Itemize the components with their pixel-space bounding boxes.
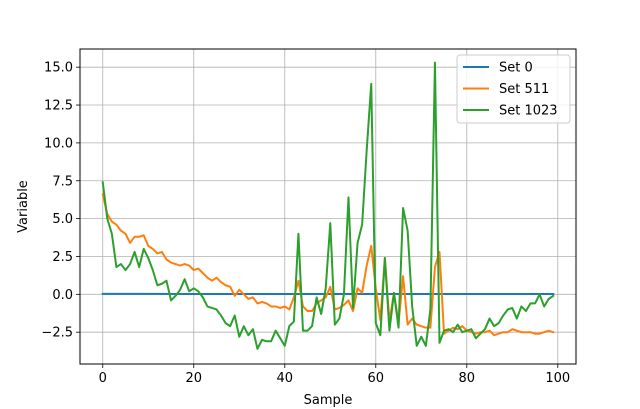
legend-box bbox=[456, 54, 571, 124]
y-axis: −2.5 0.0 2.5 5.0 7.5 10.0 12.5 15.0 bbox=[41, 61, 80, 341]
x-tick-label: 0 bbox=[99, 371, 107, 386]
y-tick-label: 2.5 bbox=[52, 250, 73, 265]
x-axis: 0 20 40 60 80 100 bbox=[99, 364, 570, 386]
y-tick-label: 15.0 bbox=[44, 61, 73, 76]
x-tick-label: 80 bbox=[459, 371, 476, 386]
series-group bbox=[101, 61, 555, 350]
y-tick-label: 5.0 bbox=[52, 212, 73, 227]
y-axis-label: Variable bbox=[16, 180, 31, 233]
series-line-set-1023 bbox=[101, 61, 555, 350]
y-tick-label: −2.5 bbox=[41, 326, 73, 341]
y-tick-label: 7.5 bbox=[52, 174, 73, 189]
series-line-set-511 bbox=[101, 193, 555, 337]
x-tick-label: 20 bbox=[185, 371, 202, 386]
legend: Set 0 Set 511 Set 1023 bbox=[456, 54, 571, 124]
legend-label: Set 0 bbox=[499, 61, 533, 76]
y-tick-label: 0.0 bbox=[52, 288, 73, 303]
x-tick-label: 60 bbox=[368, 371, 385, 386]
x-tick-label: 40 bbox=[276, 371, 293, 386]
plot-frame bbox=[79, 48, 577, 365]
y-tick-label: 12.5 bbox=[44, 99, 73, 114]
y-tick-label: 10.0 bbox=[44, 136, 73, 151]
x-axis-label: Sample bbox=[304, 393, 353, 408]
legend-label: Set 1023 bbox=[499, 104, 558, 119]
x-tick-label: 100 bbox=[545, 371, 570, 386]
legend-label: Set 511 bbox=[499, 82, 549, 97]
